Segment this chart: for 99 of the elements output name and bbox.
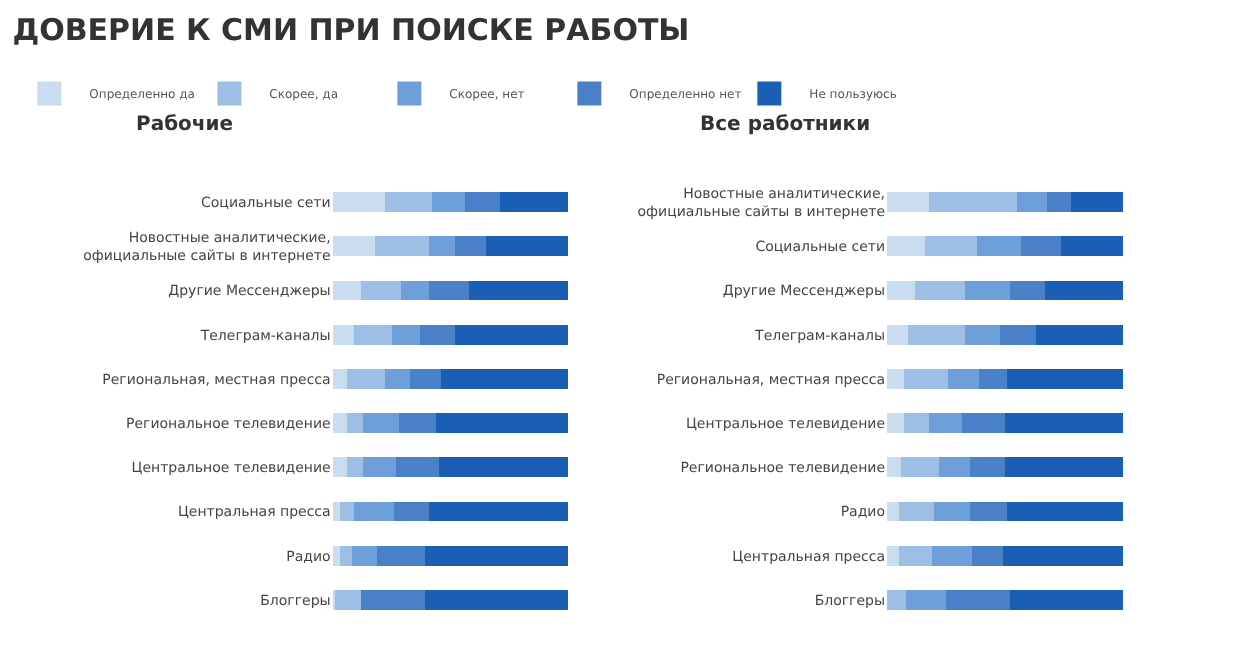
bar bbox=[398, 413, 437, 434]
bar bbox=[969, 501, 1008, 522]
bar bbox=[938, 457, 970, 478]
bar bbox=[1009, 589, 1123, 610]
bar bbox=[419, 324, 456, 345]
bar bbox=[332, 236, 376, 257]
bar bbox=[924, 236, 977, 257]
bar bbox=[363, 413, 399, 434]
bar bbox=[887, 545, 899, 566]
bar bbox=[1021, 236, 1062, 257]
bar bbox=[455, 236, 486, 257]
bar bbox=[363, 457, 397, 478]
bar bbox=[346, 368, 385, 389]
bar bbox=[898, 545, 932, 566]
bar bbox=[332, 501, 340, 522]
bar bbox=[424, 545, 569, 566]
bar bbox=[887, 368, 904, 389]
bar bbox=[438, 457, 569, 478]
bar bbox=[346, 457, 364, 478]
bar bbox=[1047, 192, 1071, 213]
bar bbox=[1004, 413, 1123, 434]
bar bbox=[332, 192, 385, 213]
bar bbox=[976, 236, 1022, 257]
bar bbox=[908, 324, 965, 345]
bar bbox=[887, 192, 930, 213]
bar bbox=[978, 368, 1008, 389]
bar bbox=[429, 236, 456, 257]
chart-title: ДОВЕРИЕ К СМИ ПРИ ПОИСКЕ РАБОТЫ bbox=[12, 12, 690, 49]
bar bbox=[393, 501, 430, 522]
bar bbox=[903, 413, 930, 434]
bar bbox=[429, 501, 569, 522]
bar bbox=[332, 324, 354, 345]
bar bbox=[887, 280, 916, 301]
bar bbox=[1009, 280, 1045, 301]
bar bbox=[887, 324, 909, 345]
bar bbox=[1004, 457, 1123, 478]
bar bbox=[384, 192, 432, 213]
bar bbox=[485, 236, 569, 257]
bar bbox=[351, 545, 378, 566]
bar bbox=[962, 413, 1005, 434]
bar bbox=[929, 413, 963, 434]
bar bbox=[464, 192, 501, 213]
bar bbox=[410, 368, 442, 389]
bar bbox=[377, 545, 425, 566]
chart-subtitle: Рабочие bbox=[136, 114, 234, 136]
bar bbox=[391, 324, 420, 345]
bar bbox=[346, 413, 364, 434]
bar bbox=[500, 192, 569, 213]
bar bbox=[332, 413, 347, 434]
bar bbox=[339, 501, 354, 522]
bar bbox=[1007, 368, 1123, 389]
bar bbox=[887, 236, 925, 257]
bar bbox=[887, 457, 902, 478]
bar bbox=[971, 545, 1003, 566]
bar bbox=[396, 457, 439, 478]
bar bbox=[335, 589, 361, 610]
bar bbox=[360, 589, 425, 610]
bar bbox=[945, 589, 1010, 610]
bar bbox=[887, 413, 904, 434]
bar bbox=[441, 368, 569, 389]
bar bbox=[887, 589, 906, 610]
bar bbox=[429, 280, 470, 301]
bar bbox=[931, 545, 972, 566]
bar bbox=[384, 368, 411, 389]
bar bbox=[915, 280, 965, 301]
bar bbox=[360, 280, 401, 301]
bar bbox=[1016, 192, 1048, 213]
bar bbox=[436, 413, 569, 434]
bar bbox=[424, 589, 569, 610]
bar bbox=[1007, 501, 1123, 522]
bar bbox=[1000, 324, 1036, 345]
bar bbox=[1061, 236, 1123, 257]
bar bbox=[332, 368, 347, 389]
bar bbox=[964, 280, 1010, 301]
bar bbox=[332, 280, 361, 301]
bar bbox=[375, 236, 430, 257]
bar bbox=[1045, 280, 1123, 301]
bar bbox=[1070, 192, 1123, 213]
bar bbox=[1035, 324, 1123, 345]
bar bbox=[969, 457, 1005, 478]
bar bbox=[948, 368, 979, 389]
bar bbox=[929, 192, 1017, 213]
bar bbox=[964, 324, 1001, 345]
bar bbox=[901, 457, 939, 478]
bar bbox=[332, 545, 340, 566]
bar bbox=[353, 501, 394, 522]
bar bbox=[934, 501, 970, 522]
bar bbox=[469, 280, 569, 301]
bar bbox=[431, 192, 465, 213]
bar bbox=[1002, 545, 1123, 566]
bar bbox=[898, 501, 935, 522]
bar bbox=[353, 324, 392, 345]
bar bbox=[905, 589, 946, 610]
bar bbox=[339, 545, 352, 566]
bar bbox=[401, 280, 430, 301]
bar bbox=[332, 457, 347, 478]
bar bbox=[455, 324, 569, 345]
bar bbox=[903, 368, 949, 389]
chart-subtitle: Все работники bbox=[700, 114, 871, 136]
